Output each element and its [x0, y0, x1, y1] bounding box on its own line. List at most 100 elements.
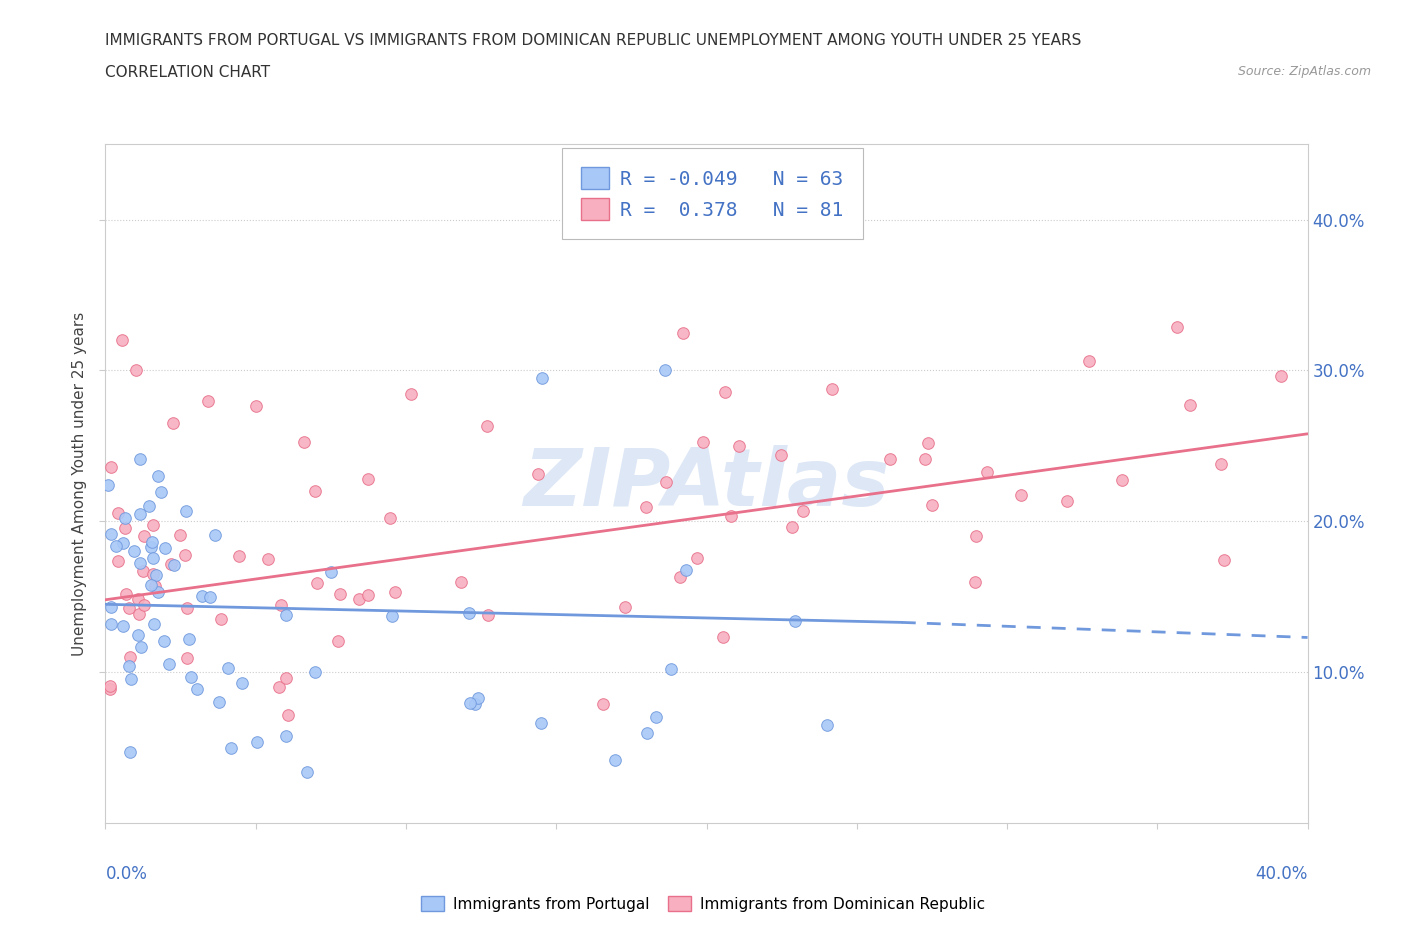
- Point: [100, 678, 122, 693]
- Point: [100, 599, 122, 614]
- Point: [1211, 457, 1233, 472]
- Point: [274, 729, 297, 744]
- Point: [141, 535, 163, 550]
- Point: [614, 600, 637, 615]
- Point: [118, 601, 141, 616]
- Point: [114, 521, 136, 536]
- Text: 40.0%: 40.0%: [1256, 865, 1308, 884]
- Point: [276, 671, 298, 685]
- Point: [675, 563, 697, 578]
- Point: [139, 539, 162, 554]
- Text: IMMIGRANTS FROM PORTUGAL VS IMMIGRANTS FROM DOMINICAN REPUBLIC UNEMPLOYMENT AMON: IMMIGRANTS FROM PORTUGAL VS IMMIGRANTS F…: [105, 33, 1081, 47]
- Point: [138, 498, 160, 513]
- Point: [107, 506, 129, 521]
- Point: [1166, 320, 1188, 335]
- Point: [450, 575, 472, 590]
- Point: [603, 752, 626, 767]
- Point: [292, 434, 315, 449]
- Point: [659, 662, 682, 677]
- Point: [384, 584, 406, 599]
- Point: [98, 682, 121, 697]
- Point: [357, 587, 380, 602]
- Point: [770, 447, 793, 462]
- Point: [100, 617, 122, 631]
- Point: [132, 564, 155, 578]
- Point: [118, 658, 141, 673]
- Point: [458, 695, 481, 710]
- Point: [219, 740, 242, 755]
- Point: [114, 512, 136, 526]
- Point: [110, 333, 132, 348]
- Point: [100, 527, 122, 542]
- Point: [692, 434, 714, 449]
- Point: [274, 607, 297, 622]
- Point: [257, 551, 280, 566]
- Point: [1056, 494, 1078, 509]
- Point: [921, 497, 943, 512]
- Point: [1270, 369, 1292, 384]
- Point: [672, 326, 695, 340]
- Point: [295, 764, 318, 779]
- Point: [399, 386, 422, 401]
- Point: [157, 657, 180, 671]
- Point: [246, 735, 269, 750]
- Point: [198, 590, 221, 604]
- Point: [711, 630, 734, 644]
- Point: [142, 551, 165, 565]
- Point: [277, 708, 299, 723]
- Point: [917, 435, 939, 450]
- Point: [231, 676, 253, 691]
- Text: CORRELATION CHART: CORRELATION CHART: [105, 65, 270, 80]
- Point: [142, 517, 165, 532]
- Point: [270, 598, 292, 613]
- Y-axis label: Unemployment Among Youth under 25 years: Unemployment Among Youth under 25 years: [72, 312, 87, 656]
- Point: [592, 697, 614, 711]
- Point: [186, 682, 208, 697]
- Point: [107, 553, 129, 568]
- Point: [122, 543, 145, 558]
- Point: [477, 608, 499, 623]
- Point: [127, 591, 149, 606]
- Point: [142, 566, 165, 581]
- Point: [145, 568, 167, 583]
- Point: [965, 574, 987, 589]
- Point: [177, 631, 200, 646]
- Point: [128, 452, 150, 467]
- Point: [965, 529, 987, 544]
- Point: [636, 725, 658, 740]
- Point: [125, 363, 148, 378]
- Point: [143, 617, 166, 631]
- Point: [180, 670, 202, 684]
- Point: [228, 549, 250, 564]
- Point: [115, 587, 138, 602]
- Point: [162, 416, 184, 431]
- Point: [118, 744, 141, 759]
- Point: [1010, 487, 1032, 502]
- Legend: R = -0.049   N = 63, R =  0.378   N = 81: R = -0.049 N = 63, R = 0.378 N = 81: [568, 153, 858, 233]
- Point: [204, 527, 226, 542]
- Point: [879, 452, 901, 467]
- Point: [464, 697, 486, 711]
- Point: [531, 370, 554, 385]
- Point: [143, 578, 166, 593]
- Point: [326, 633, 349, 648]
- Point: [457, 605, 479, 620]
- Point: [475, 418, 498, 433]
- Point: [163, 558, 186, 573]
- Point: [129, 556, 152, 571]
- Point: [105, 539, 128, 554]
- Point: [792, 504, 814, 519]
- Point: [976, 465, 998, 480]
- Point: [120, 671, 142, 686]
- Point: [112, 536, 135, 551]
- Point: [146, 585, 169, 600]
- Point: [467, 691, 489, 706]
- Point: [669, 569, 692, 584]
- Point: [217, 660, 239, 675]
- Point: [160, 556, 183, 571]
- Point: [328, 586, 350, 601]
- Point: [357, 472, 380, 487]
- Point: [267, 680, 290, 695]
- Point: [720, 509, 742, 524]
- Point: [783, 613, 806, 628]
